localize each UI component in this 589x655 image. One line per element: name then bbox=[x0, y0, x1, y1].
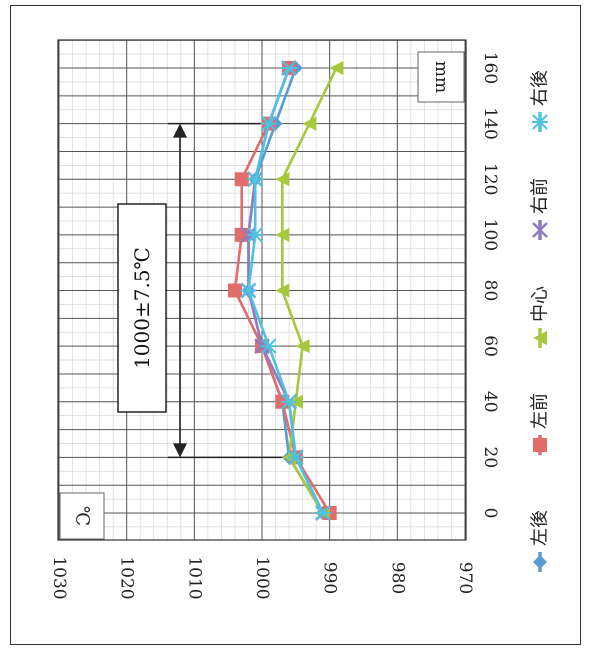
x-axis-unit: mm bbox=[431, 61, 451, 93]
data-point bbox=[275, 172, 290, 187]
tolerance-annotation: 1000±7.5℃ bbox=[117, 122, 300, 459]
legend-swatch-marker bbox=[533, 331, 547, 345]
annotation-box bbox=[117, 203, 167, 413]
series-group bbox=[227, 60, 344, 521]
plot-border bbox=[57, 39, 467, 541]
data-point bbox=[281, 394, 298, 410]
data-point bbox=[287, 449, 304, 466]
data-point bbox=[234, 172, 249, 187]
unit-label-y: ℃ bbox=[59, 492, 105, 540]
data-point bbox=[275, 227, 290, 242]
legend-swatch-marker bbox=[532, 222, 548, 238]
annotation-label: 1000±7.5℃ bbox=[130, 247, 154, 369]
y-axis-unit: ℃ bbox=[72, 506, 93, 526]
y-tick-label: 1030 bbox=[49, 556, 69, 599]
unit-label-x: mm bbox=[417, 51, 465, 103]
data-point bbox=[247, 227, 264, 243]
data-point bbox=[227, 283, 242, 298]
data-point bbox=[302, 116, 317, 131]
tick-labels: 970 980 990 1000 1010 1020 1030 0 20 40 60 80 100 120… bbox=[49, 52, 500, 600]
y-tick-label: 990 bbox=[320, 562, 340, 594]
x-tick-label: 60 bbox=[480, 335, 500, 357]
legend-label: 右前 bbox=[530, 178, 551, 214]
data-point bbox=[260, 115, 277, 132]
legend-swatch-marker bbox=[533, 555, 547, 569]
x-tick-label: 120 bbox=[480, 163, 500, 195]
x-tick-label: 160 bbox=[480, 52, 500, 84]
x-tick-label: 40 bbox=[480, 391, 500, 413]
legend-swatch-marker bbox=[532, 114, 548, 130]
legend-item: 右前 bbox=[530, 178, 551, 240]
x-tick-label: 140 bbox=[480, 107, 500, 139]
x-tick-label: 0 bbox=[480, 508, 500, 519]
data-point bbox=[281, 60, 298, 76]
legend-item: 左後 bbox=[530, 510, 551, 572]
legend-item: 中心 bbox=[530, 286, 551, 348]
y-tick-label: 970 bbox=[455, 562, 475, 594]
x-tick-label: 20 bbox=[480, 447, 500, 469]
y-tick-label: 1020 bbox=[117, 556, 137, 599]
data-point bbox=[329, 61, 344, 75]
data-point bbox=[240, 282, 257, 299]
data-point bbox=[275, 283, 290, 298]
legend: 左後 左前 中心 右前 右後 bbox=[530, 70, 551, 572]
series-5 bbox=[240, 60, 331, 521]
y-tick-label: 1010 bbox=[184, 556, 204, 599]
legend-label: 左前 bbox=[530, 393, 551, 429]
data-point bbox=[314, 505, 331, 521]
y-tick-label: 1000 bbox=[252, 556, 272, 599]
legend-item: 右後 bbox=[530, 70, 551, 132]
legend-swatch-marker bbox=[533, 438, 547, 452]
legend-item: 左前 bbox=[530, 393, 551, 455]
x-tick-label: 80 bbox=[480, 280, 500, 302]
legend-label: 中心 bbox=[530, 286, 551, 322]
legend-label: 左後 bbox=[530, 510, 551, 546]
y-tick-label: 980 bbox=[387, 562, 407, 594]
data-point bbox=[247, 171, 264, 187]
legend-label: 右後 bbox=[530, 70, 551, 106]
x-tick-label: 100 bbox=[480, 219, 500, 251]
data-point bbox=[260, 338, 277, 354]
annotation-arrowhead bbox=[173, 443, 187, 458]
data-point bbox=[234, 227, 249, 242]
data-point bbox=[295, 339, 310, 354]
annotation-arrowhead bbox=[173, 123, 187, 138]
